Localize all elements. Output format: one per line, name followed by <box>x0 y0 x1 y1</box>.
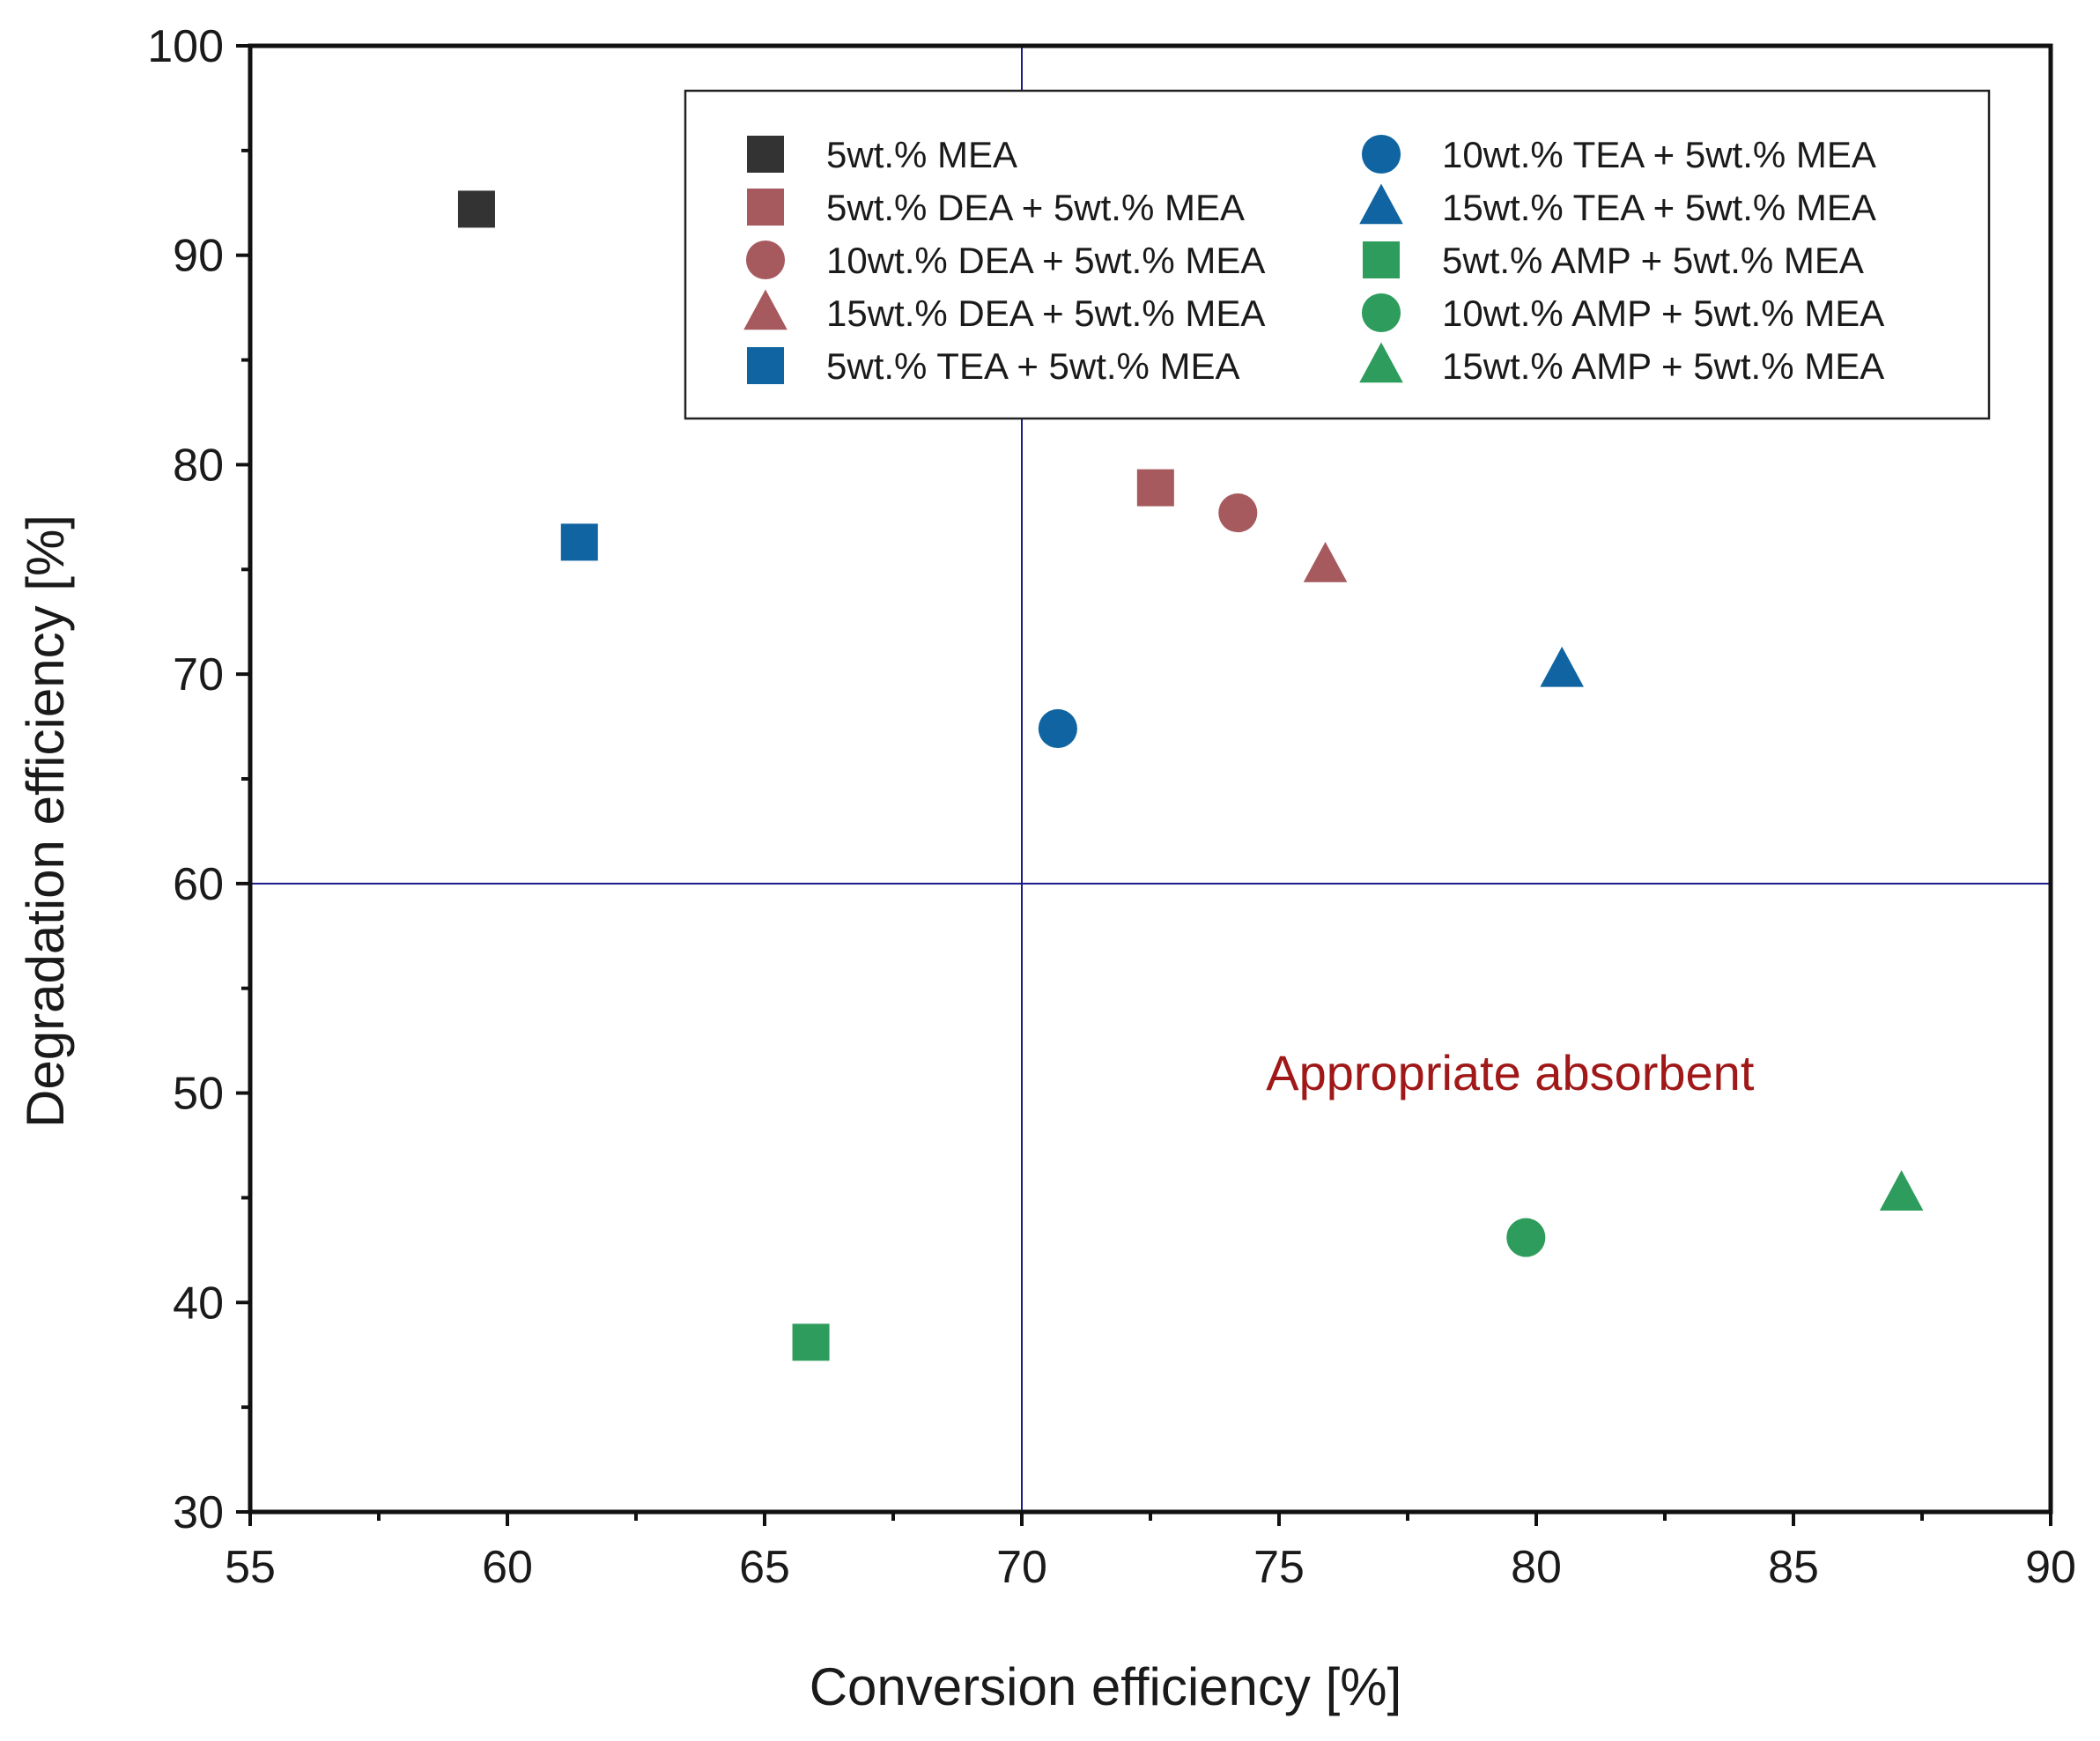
legend-box <box>684 89 1991 420</box>
data-point-circle <box>1038 708 1077 748</box>
y-tick-label: 100 <box>147 21 224 72</box>
tick-marks <box>236 44 2052 1526</box>
data-point-circle <box>1506 1218 1546 1257</box>
legend-marker-square <box>1363 241 1400 278</box>
data-point-square <box>560 523 598 561</box>
legend-label: 5wt.% TEA + 5wt.% MEA <box>826 345 1240 387</box>
legend-label: 5wt.% AMP + 5wt.% MEA <box>1442 240 1864 281</box>
x-tick-label: 75 <box>1253 1542 1305 1593</box>
x-tick-label: 80 <box>1511 1542 1562 1593</box>
legend-marker-square <box>747 189 784 226</box>
data-point-square <box>457 190 495 228</box>
legend-marker-triangle <box>1359 183 1403 225</box>
x-axis-title: Conversion efficiency [%] <box>810 1657 1402 1716</box>
legend-label: 5wt.% MEA <box>826 134 1017 175</box>
annotation-appropriate-absorbent: Appropriate absorbent <box>1266 1045 1755 1100</box>
data-point-square <box>792 1323 830 1361</box>
legend-label: 10wt.% DEA + 5wt.% MEA <box>826 240 1265 281</box>
legend-label: 10wt.% TEA + 5wt.% MEA <box>1442 134 1876 175</box>
y-tick-label: 70 <box>173 649 224 700</box>
legend-marker-circle <box>745 240 786 280</box>
data-point-triangle <box>1879 1170 1924 1211</box>
legend-marker-circle <box>1361 134 1401 174</box>
tick-labels: 55 60 65 70 75 80 85 90 30 40 50 60 70 80 90 100 <box>147 21 2076 1593</box>
data-point-circle <box>1218 493 1258 533</box>
data-points <box>457 190 1924 1361</box>
legend-label: 5wt.% DEA + 5wt.% MEA <box>826 187 1245 228</box>
y-tick-label: 40 <box>173 1278 224 1329</box>
legend-marker-triangle <box>1359 342 1403 383</box>
y-tick-label: 30 <box>173 1487 224 1538</box>
legend-marker-circle <box>1361 293 1401 333</box>
y-tick-label: 60 <box>173 859 224 910</box>
x-tick-label: 55 <box>225 1542 276 1593</box>
x-tick-label: 90 <box>2025 1542 2076 1593</box>
legend-marker-square <box>747 347 784 384</box>
x-tick-label: 65 <box>739 1542 790 1593</box>
legend-label: 15wt.% DEA + 5wt.% MEA <box>826 293 1265 334</box>
legend-marker-triangle <box>743 289 788 330</box>
data-point-square <box>1136 469 1174 507</box>
legend-label: 10wt.% AMP + 5wt.% MEA <box>1442 293 1884 334</box>
legend-label: 15wt.% TEA + 5wt.% MEA <box>1442 187 1876 228</box>
y-axis-title: Degradation efficiency [%] <box>16 515 75 1128</box>
x-tick-label: 60 <box>482 1542 533 1593</box>
y-tick-label: 50 <box>173 1069 224 1120</box>
x-tick-label: 85 <box>1768 1542 1819 1593</box>
y-tick-label: 90 <box>173 231 224 282</box>
data-point-triangle <box>1303 541 1348 582</box>
legend-marker-square <box>747 136 784 173</box>
legend-label: 15wt.% AMP + 5wt.% MEA <box>1442 345 1884 387</box>
y-tick-label: 80 <box>173 440 224 491</box>
data-point-triangle <box>1540 646 1584 687</box>
legend: 5wt.% MEA 5wt.% DEA + 5wt.% MEA 10wt.% DEA… <box>684 89 1991 420</box>
x-tick-label: 70 <box>996 1542 1047 1593</box>
